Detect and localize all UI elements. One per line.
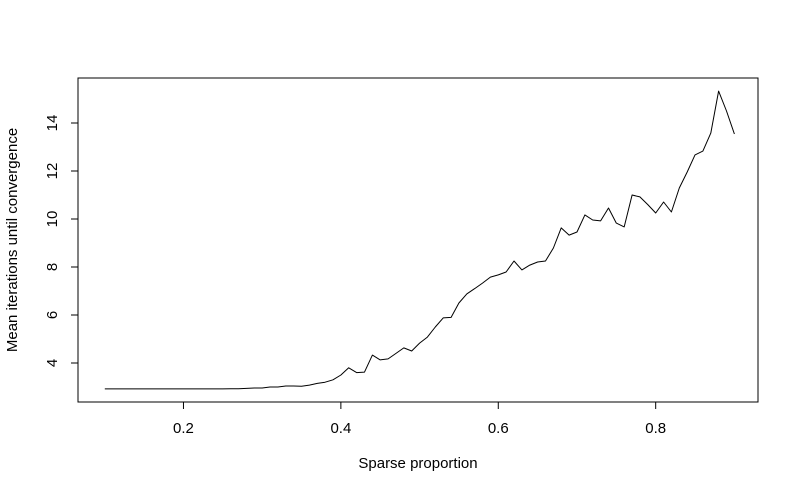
- x-tick-label: 0.8: [645, 420, 666, 437]
- y-tick-label: 4: [44, 359, 61, 367]
- y-tick-label: 6: [44, 311, 61, 319]
- x-axis-ticks: 0.2 0.4 0.6 0.8: [173, 402, 666, 437]
- y-tick-label: 12: [44, 163, 61, 180]
- data-series: [104, 90, 735, 390]
- x-axis-title: Sparse proportion: [358, 455, 477, 472]
- y-tick-label: 10: [44, 211, 61, 228]
- x-tick-label: 0.6: [488, 420, 509, 437]
- x-tick-label: 0.2: [173, 420, 194, 437]
- x-tick-label: 0.4: [330, 420, 351, 437]
- y-axis-ticks: 4 6 8 10 12 14: [44, 115, 78, 367]
- y-tick-label: 8: [44, 263, 61, 271]
- y-tick-label: 14: [44, 115, 61, 132]
- y-axis-title: Mean iterations until convergence: [4, 128, 21, 352]
- plot-box: [77, 77, 759, 403]
- data-line: [104, 90, 735, 390]
